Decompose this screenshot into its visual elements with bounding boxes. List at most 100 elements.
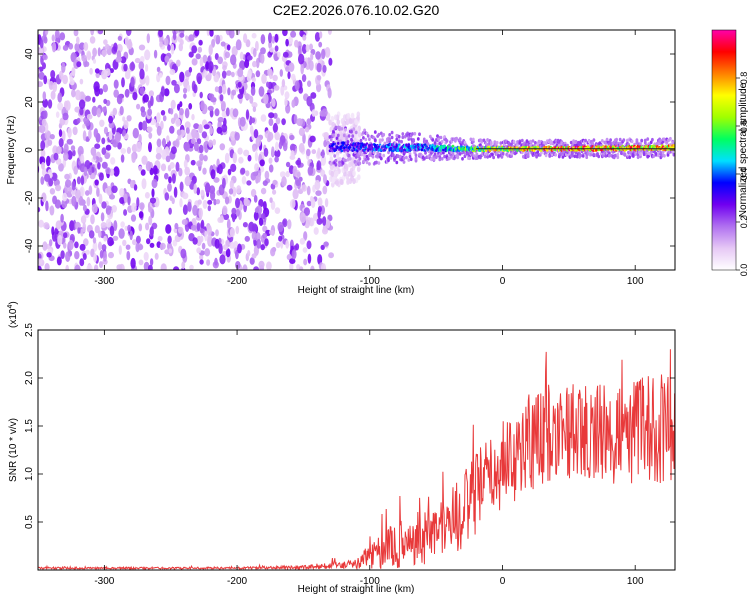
heatmap-cell — [301, 184, 307, 192]
heatmap-cell — [269, 47, 275, 53]
heatmap-cell — [495, 140, 499, 145]
heatmap-cell — [253, 129, 259, 139]
heatmap-cell — [229, 179, 234, 190]
heatmap-cell — [52, 195, 58, 205]
heatmap-cell — [329, 138, 333, 142]
heatmap-cell — [609, 141, 612, 146]
heatmap-cell — [458, 152, 462, 156]
heatmap-cell — [86, 264, 93, 270]
heatmap-cell — [167, 44, 171, 51]
heatmap-cell — [439, 135, 443, 140]
heatmap-cell — [55, 220, 62, 230]
heatmap-cell — [255, 40, 259, 52]
x-tick-label: -300 — [94, 576, 114, 587]
heatmap-cell — [232, 152, 237, 164]
heatmap-cell — [326, 140, 330, 147]
heatmap-cell — [131, 152, 136, 163]
heatmap-cell — [615, 137, 618, 142]
heatmap-cell — [94, 179, 99, 186]
heatmap-cell — [97, 162, 101, 170]
heatmap-cell — [193, 141, 199, 152]
y-tick-label: 0 — [24, 147, 35, 153]
heatmap-cell — [373, 138, 377, 142]
heatmap-cell — [125, 244, 131, 250]
snr-y-label: SNR (10 * v/v) — [8, 418, 19, 482]
heatmap-cell — [49, 188, 56, 195]
heatmap-cell — [47, 99, 53, 109]
heatmap-cell — [609, 138, 612, 142]
heatmap-cell — [327, 87, 332, 99]
heatmap-cell — [182, 204, 188, 215]
heatmap-cell — [175, 161, 180, 172]
heatmap-cell — [493, 140, 497, 144]
heatmap-cell — [440, 139, 444, 144]
heatmap-cell — [285, 161, 291, 168]
heatmap-x-label: Height of straight line (km) — [298, 285, 415, 296]
heatmap-cell — [199, 91, 203, 99]
heatmap-cell — [129, 62, 136, 71]
heatmap-cell — [42, 54, 48, 61]
heatmap-cell — [216, 126, 223, 134]
heatmap-cell — [235, 261, 241, 269]
heatmap-cell — [387, 150, 390, 155]
heatmap-cell — [390, 135, 394, 140]
heatmap-cell — [273, 85, 280, 91]
heatmap-cell — [274, 33, 279, 43]
heatmap-cell — [92, 152, 97, 161]
heatmap-cell — [116, 43, 123, 53]
heatmap-cell — [83, 238, 89, 247]
heatmap-cell — [207, 105, 214, 112]
heatmap-cell — [136, 103, 141, 110]
heatmap-cell — [72, 126, 78, 136]
heatmap-cell — [287, 71, 291, 80]
heatmap-cell — [149, 258, 154, 266]
heatmap-cell — [368, 137, 371, 142]
heatmap-cell — [271, 146, 275, 157]
heatmap-cell — [334, 158, 338, 163]
heatmap-cell — [123, 120, 129, 130]
heatmap-cell — [181, 261, 186, 270]
heatmap-cell — [237, 147, 243, 155]
heatmap-cell — [240, 167, 246, 175]
heatmap-cell — [346, 158, 350, 162]
heatmap-cell — [214, 108, 220, 117]
heatmap-cell — [88, 230, 95, 239]
heatmap-cell — [250, 117, 256, 124]
heatmap-cell — [231, 89, 237, 96]
heatmap-cell — [220, 41, 226, 47]
heatmap-cell — [306, 240, 312, 250]
heatmap-cell — [294, 80, 300, 91]
heatmap-cell — [236, 185, 242, 194]
heatmap-cell — [204, 248, 211, 257]
heatmap-cell — [366, 134, 370, 138]
heatmap-cell — [279, 69, 283, 77]
heatmap-cell — [62, 242, 67, 249]
heatmap-cell — [202, 167, 207, 175]
heatmap-cell — [263, 201, 267, 211]
heatmap-cell — [120, 148, 127, 154]
heatmap-cell — [62, 232, 68, 239]
heatmap-cell — [124, 88, 130, 98]
heatmap-cell — [407, 158, 411, 162]
heatmap-cell — [191, 58, 198, 66]
heatmap-cell — [138, 223, 143, 232]
heatmap-cell — [316, 160, 322, 171]
heatmap-cell — [291, 99, 296, 108]
heatmap-cell — [235, 225, 240, 235]
heatmap-cell — [38, 71, 45, 80]
colorbar-ticks: 0.0 0.2 0.4 0.6 0.8 — [736, 72, 749, 276]
heatmap-cell — [284, 97, 288, 107]
heatmap-cell — [123, 63, 128, 72]
heatmap-cell — [554, 153, 558, 157]
heatmap-cell — [73, 30, 79, 37]
heatmap-cell — [96, 107, 102, 118]
heatmap-cell — [529, 139, 532, 144]
heatmap-cell — [669, 136, 672, 141]
heatmap-cell — [43, 75, 48, 85]
heatmap-cell — [260, 53, 265, 64]
heatmap-cell — [250, 188, 257, 198]
heatmap-cell — [350, 112, 355, 119]
heatmap-cell — [47, 139, 53, 147]
heatmap-cell — [323, 174, 327, 184]
heatmap-cell — [260, 244, 266, 251]
